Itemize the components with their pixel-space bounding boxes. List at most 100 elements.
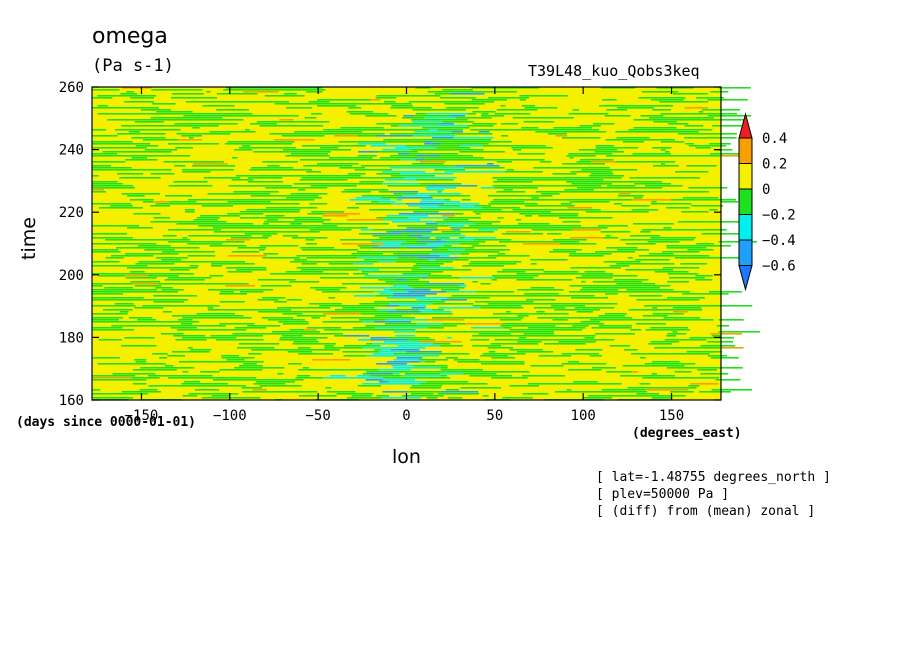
field-streak <box>570 323 604 325</box>
field-streak <box>521 127 539 129</box>
field-streak <box>392 373 400 375</box>
field-streak <box>130 281 161 283</box>
field-streak <box>406 247 438 249</box>
field-streak <box>533 307 566 309</box>
field-streak <box>541 339 575 341</box>
field-streak <box>649 155 693 157</box>
field-streak <box>399 337 421 339</box>
field-streak <box>411 107 432 109</box>
field-streak <box>455 117 492 119</box>
field-streak <box>142 139 178 141</box>
field-streak <box>218 231 241 233</box>
field-streak <box>108 327 116 329</box>
field-streak <box>294 115 299 117</box>
field-streak <box>396 199 402 201</box>
field-streak <box>549 251 576 253</box>
field-streak <box>411 163 444 165</box>
field-streak <box>219 293 247 295</box>
field-streak <box>499 207 521 209</box>
field-streak <box>311 395 337 397</box>
field-streak <box>257 299 271 301</box>
field-streak <box>131 137 166 139</box>
field-streak <box>403 229 415 231</box>
field-streak <box>372 343 408 345</box>
field-streak <box>490 201 525 203</box>
field-streak <box>635 323 666 325</box>
field-streak <box>530 177 548 179</box>
field-streak <box>341 283 365 285</box>
field-streak <box>250 195 276 197</box>
field-streak <box>210 335 248 337</box>
field-streak <box>522 393 543 395</box>
field-streak <box>462 265 504 267</box>
field-streak <box>366 239 398 241</box>
field-streak <box>167 321 200 323</box>
field-streak <box>700 373 729 375</box>
field-streak <box>640 115 664 117</box>
field-streak <box>111 393 138 395</box>
field-streak <box>301 107 313 109</box>
field-streak <box>458 231 494 233</box>
field-streak <box>584 243 597 245</box>
field-streak <box>247 181 272 183</box>
field-streak <box>517 341 542 343</box>
field-streak <box>148 385 185 387</box>
field-streak <box>390 231 432 233</box>
field-streak <box>390 107 412 109</box>
field-streak <box>225 239 251 241</box>
field-streak <box>711 335 722 337</box>
field-streak <box>378 245 384 247</box>
field-streak <box>227 141 247 143</box>
field-streak <box>461 331 501 333</box>
field-streak <box>407 245 444 247</box>
field-streak <box>602 171 613 173</box>
field-streak <box>366 371 384 373</box>
field-streak <box>592 281 629 283</box>
field-streak <box>379 157 391 159</box>
colorbar-bottom-triangle <box>738 265 753 292</box>
field-streak <box>492 275 514 277</box>
field-streak <box>499 361 525 363</box>
field-streak <box>435 237 450 239</box>
field-streak <box>151 89 184 91</box>
field-streak <box>516 371 530 373</box>
field-streak <box>428 259 436 261</box>
field-streak <box>684 107 708 109</box>
colorbar-segment <box>738 163 753 190</box>
field-streak <box>574 339 615 341</box>
field-streak <box>120 273 164 275</box>
field-streak <box>679 203 692 205</box>
field-streak <box>389 281 430 283</box>
field-streak <box>341 191 371 193</box>
field-streak <box>282 313 303 315</box>
field-streak <box>317 99 340 101</box>
field-streak <box>202 397 213 399</box>
field-streak <box>669 329 690 331</box>
field-streak <box>127 227 153 229</box>
field-streak <box>165 365 174 367</box>
field-streak <box>459 151 472 153</box>
field-streak <box>443 219 469 221</box>
field-streak <box>298 347 311 349</box>
field-streak <box>613 203 622 205</box>
field-streak <box>259 87 296 89</box>
colorbar-segment <box>738 137 753 164</box>
field-streak <box>572 325 589 327</box>
field-streak <box>456 353 470 355</box>
field-streak <box>650 365 685 367</box>
field-streak <box>228 255 268 257</box>
field-streak <box>519 337 526 339</box>
field-streak <box>437 229 453 231</box>
field-streak <box>426 113 468 115</box>
field-streak <box>406 351 442 353</box>
field-streak <box>535 191 569 193</box>
field-streak <box>408 217 448 219</box>
field-streak <box>97 105 108 107</box>
field-streak <box>313 337 328 339</box>
field-streak <box>470 129 506 131</box>
field-streak <box>652 147 672 149</box>
field-streak <box>473 375 513 377</box>
field-streak <box>402 195 415 197</box>
field-streak <box>377 311 388 313</box>
field-streak <box>362 127 384 129</box>
